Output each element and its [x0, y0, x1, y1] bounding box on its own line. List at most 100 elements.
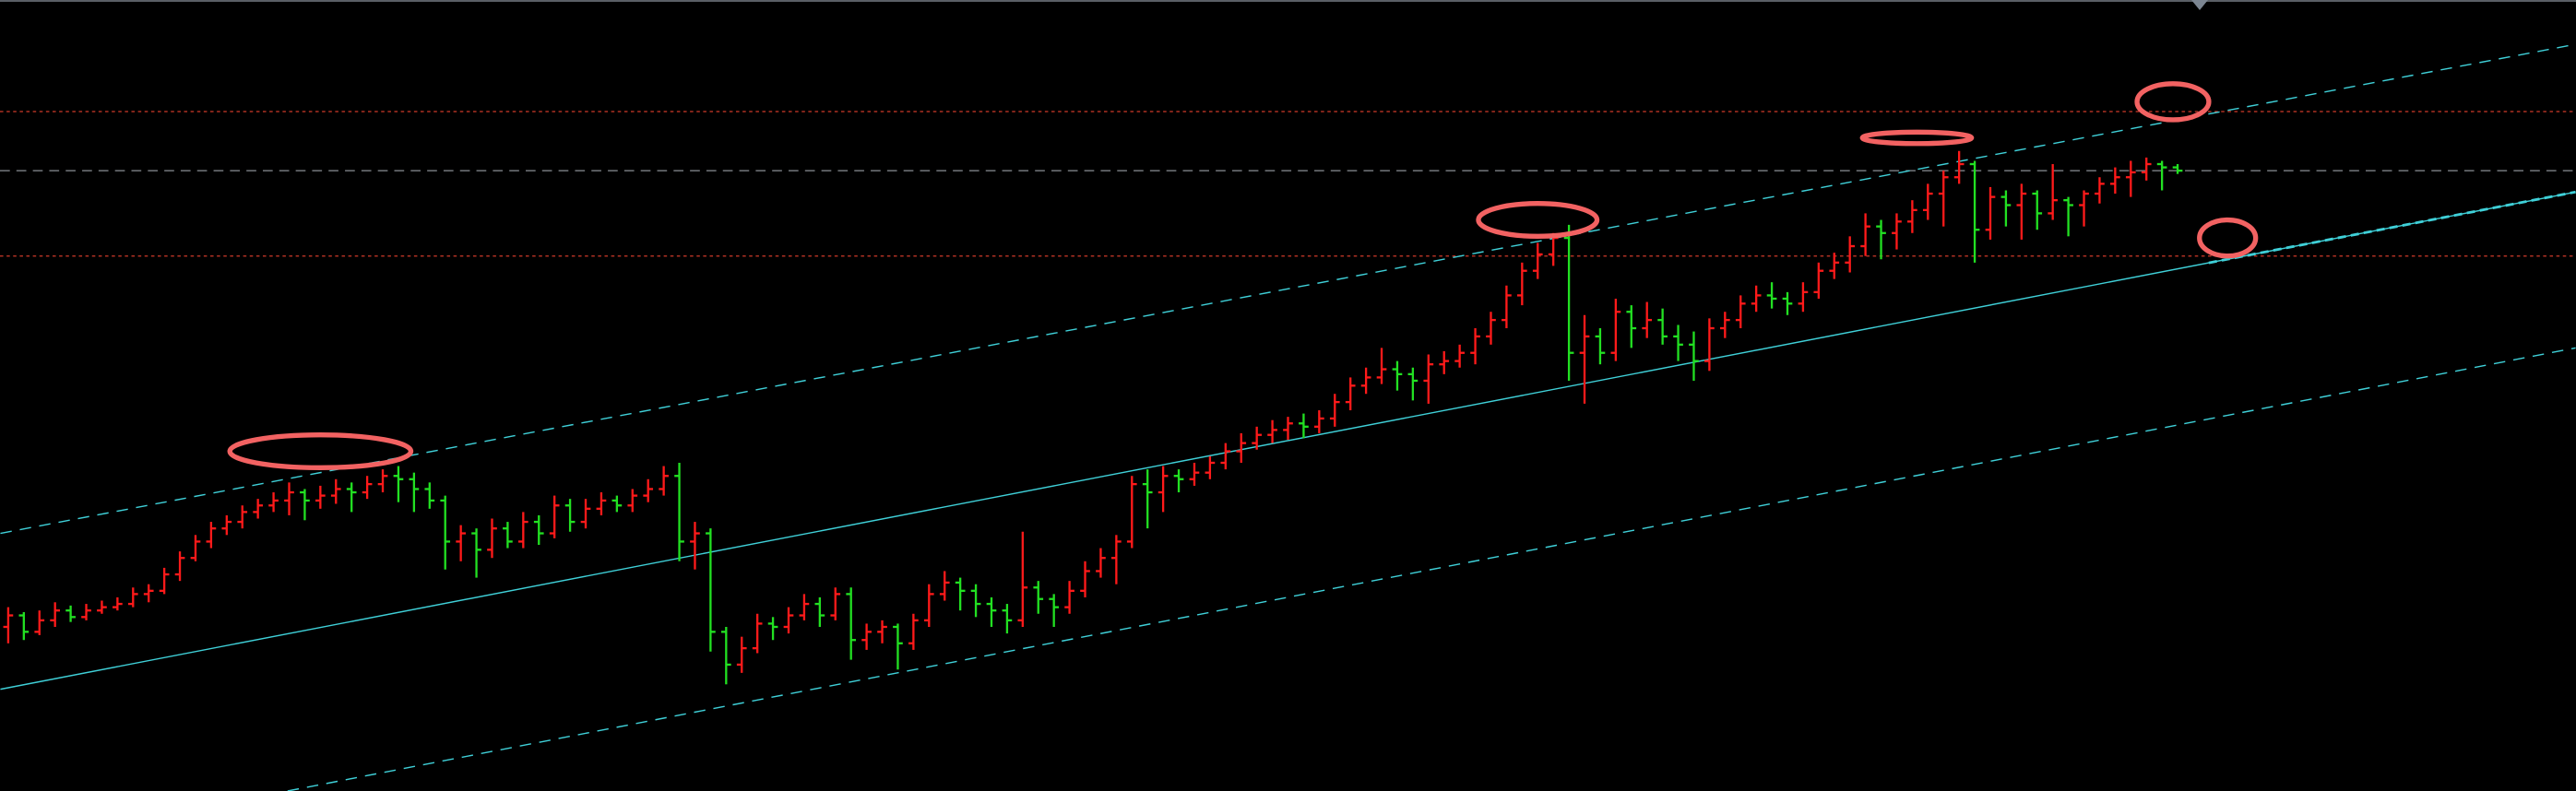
ohlc-bar: [517, 512, 528, 549]
ohlc-bar: [1938, 171, 1949, 227]
ohlc-bar: [346, 482, 357, 513]
ohlc-bar: [1642, 301, 1653, 338]
ohlc-bar: [1532, 242, 1543, 279]
ohlc-bar: [2032, 190, 2043, 230]
channel-lines: [0, 43, 2576, 791]
ohlc-bar: [1299, 413, 1309, 439]
ohlc-bar: [939, 571, 950, 601]
ohlc-bar: [1033, 581, 1044, 614]
middle-channel: [0, 191, 2576, 691]
ohlc-bar: [2016, 183, 2027, 240]
ohlc-bar: [814, 596, 825, 627]
ohlc-bar: [1126, 476, 1137, 549]
ohlc-bar: [830, 587, 841, 620]
ohlc-bar: [1080, 561, 1090, 597]
ohlc-bar: [767, 617, 778, 641]
ohlc-bar: [659, 466, 669, 496]
ohlc-bar: [1751, 285, 1762, 313]
ohlc-bar: [1407, 367, 1419, 401]
ohlc-bar: [330, 478, 341, 504]
ohlc-bar: [846, 587, 857, 660]
ohlc-bar: [986, 596, 997, 627]
ohlc-bar: [1516, 262, 1527, 306]
ohlc-bar: [1876, 219, 1886, 260]
ohlc-bar: [1360, 367, 1371, 395]
ohlc-bar: [1439, 350, 1450, 374]
ohlc-bar: [783, 607, 794, 634]
lower-channel: [287, 347, 2576, 791]
ohlc-bar: [2063, 196, 2073, 237]
ohlc-bar: [752, 613, 763, 654]
ohlc-bar: [300, 489, 310, 521]
highlight-ellipse-2: [1476, 201, 1600, 240]
ohlc-bar: [877, 620, 887, 643]
ohlc-bar: [1236, 432, 1247, 463]
ohlc-bar: [34, 610, 45, 635]
ohlc-bar: [1798, 282, 1809, 313]
ohlc-bar: [1985, 186, 1996, 240]
ohlc-bar: [1173, 469, 1184, 493]
ohlc-bar: [596, 492, 607, 515]
ohlc-bar: [471, 528, 481, 578]
ohlc-bar: [923, 584, 934, 627]
ohlc-bar: [674, 462, 684, 561]
ohlc-bar: [1142, 469, 1153, 529]
scroll-position-marker-icon[interactable]: [2191, 0, 2208, 10]
ohlc-bar: [2141, 157, 2152, 181]
ohlc-bar: [1064, 581, 1074, 614]
ohlc-bar: [1267, 419, 1277, 443]
ohlc-bar: [690, 522, 700, 570]
ohlc-bar: [143, 584, 154, 603]
ohlc-bar: [1189, 462, 1200, 486]
ohlc-bar: [1953, 150, 1965, 184]
ohlc-bar: [1626, 305, 1637, 348]
ohlc-bar: [1892, 213, 1902, 250]
ohlc-bar: [1563, 224, 1574, 381]
ohlc-bar: [1220, 443, 1231, 470]
ohlc-bar: [190, 535, 201, 561]
ohlc-bar: [1689, 331, 1699, 381]
middle-channel-extension: [2208, 190, 2576, 265]
ohlc-bar: [1314, 410, 1324, 433]
ohlc-bar: [127, 587, 138, 608]
ohlc-bar: [1610, 298, 1621, 361]
ohlc-bars: [3, 150, 2183, 685]
ohlc-bar: [627, 489, 638, 513]
ohlc-bar: [1922, 183, 1933, 220]
ohlc-bar: [611, 495, 623, 513]
ohlc-bar: [1252, 426, 1262, 450]
ohlc-bar: [2079, 190, 2089, 227]
ohlc-bar: [2156, 160, 2167, 191]
ohlc-bar: [1579, 314, 1590, 404]
ohlc-bar: [3, 607, 14, 643]
annotations: [227, 81, 2259, 470]
highlight-ellipse-3: [1859, 129, 1975, 147]
ohlc-bar: [409, 472, 420, 513]
ohlc-bar: [50, 602, 61, 627]
ohlc-bar: [2095, 177, 2105, 204]
ohlc-bar: [315, 485, 326, 509]
ohlc-bar: [159, 567, 170, 595]
ohlc-bar: [1486, 312, 1496, 345]
ohlc-bar: [2110, 167, 2120, 195]
ohlc-bar: [2172, 164, 2183, 174]
ohlc-bar: [1813, 262, 1824, 299]
ohlc-bar: [1205, 455, 1216, 479]
ohlc-bar: [1157, 466, 1169, 513]
ohlc-bar: [1502, 285, 1512, 329]
ohlc-bar: [1376, 348, 1387, 384]
ohlc-bar: [18, 611, 30, 641]
ohlc-bar: [487, 518, 497, 559]
ohlc-bar: [549, 495, 560, 538]
ohlc-bar: [65, 605, 76, 622]
ohlc-bar: [1969, 160, 1980, 263]
ohlc-bar: [221, 514, 232, 536]
ohlc-bar: [1829, 253, 1840, 279]
ohlc-bar: [893, 623, 903, 670]
ohlc-bar: [237, 505, 248, 529]
ohlc-bar: [1595, 328, 1606, 365]
highlight-ellipse-1: [227, 432, 414, 470]
ohlc-bar: [1283, 417, 1293, 441]
ohlc-bar: [861, 623, 872, 650]
